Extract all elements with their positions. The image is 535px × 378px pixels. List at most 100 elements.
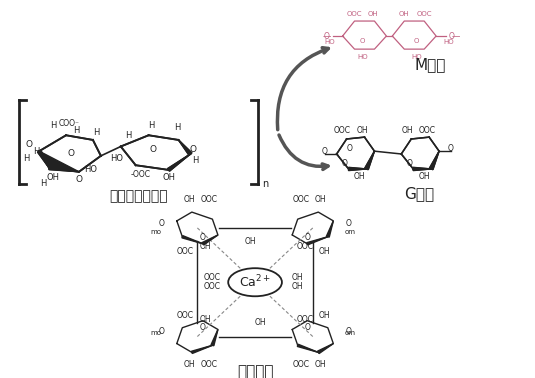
Text: H: H xyxy=(93,128,99,137)
Text: H: H xyxy=(174,123,181,132)
Text: G片段: G片段 xyxy=(404,186,434,201)
Text: —: — xyxy=(452,33,460,42)
Text: om: om xyxy=(345,330,356,336)
Text: OH: OH xyxy=(354,172,365,181)
Text: HO: HO xyxy=(324,39,335,45)
Text: O: O xyxy=(75,175,82,184)
Text: O: O xyxy=(406,159,412,168)
Text: O: O xyxy=(342,159,348,168)
Text: O: O xyxy=(305,233,311,242)
Text: OOC: OOC xyxy=(296,242,314,251)
Text: OH: OH xyxy=(315,360,326,369)
Polygon shape xyxy=(39,151,79,172)
Text: HO: HO xyxy=(110,154,123,163)
Text: COO⁻: COO⁻ xyxy=(58,119,80,128)
Text: OH: OH xyxy=(319,311,331,321)
Text: OH: OH xyxy=(184,360,195,369)
Text: OH: OH xyxy=(200,315,211,324)
Text: OOC: OOC xyxy=(334,126,351,135)
Text: O: O xyxy=(67,149,74,158)
Text: mo: mo xyxy=(150,330,161,336)
Text: H: H xyxy=(126,131,132,140)
Text: O: O xyxy=(190,145,197,154)
Polygon shape xyxy=(297,344,318,352)
Text: OH: OH xyxy=(292,282,304,291)
Polygon shape xyxy=(349,167,366,170)
Text: OOC: OOC xyxy=(201,360,218,369)
Text: HO: HO xyxy=(357,54,368,60)
Polygon shape xyxy=(317,344,333,353)
Text: O: O xyxy=(305,323,311,332)
Text: OOC: OOC xyxy=(177,311,194,321)
Text: O: O xyxy=(149,145,156,154)
Text: O: O xyxy=(26,140,33,149)
Text: O: O xyxy=(414,38,419,44)
Text: O: O xyxy=(158,219,164,228)
Text: OH: OH xyxy=(162,173,175,182)
Text: -OOC: -OOC xyxy=(131,170,151,179)
Polygon shape xyxy=(430,151,439,170)
Polygon shape xyxy=(413,167,431,170)
Text: 海藻酸钠分子式: 海藻酸钠分子式 xyxy=(109,189,168,203)
Text: OOC: OOC xyxy=(416,11,432,17)
Text: OH: OH xyxy=(184,195,195,204)
Text: O: O xyxy=(200,323,205,332)
Text: 蛋盒模型: 蛋盒模型 xyxy=(237,365,273,378)
Text: HO: HO xyxy=(444,39,454,45)
Text: Ca$^{2+}$: Ca$^{2+}$ xyxy=(239,274,271,291)
Text: OOC: OOC xyxy=(296,315,314,324)
Text: H: H xyxy=(73,126,79,135)
Polygon shape xyxy=(349,167,366,170)
Text: O: O xyxy=(346,327,351,336)
Text: OH: OH xyxy=(357,126,368,135)
Polygon shape xyxy=(179,140,192,155)
Text: OOC: OOC xyxy=(204,273,221,282)
Text: O: O xyxy=(448,144,454,153)
Text: OH: OH xyxy=(367,11,378,17)
Polygon shape xyxy=(192,345,212,353)
Text: mo: mo xyxy=(150,229,161,235)
Text: M片段: M片段 xyxy=(414,57,446,73)
Text: OH: OH xyxy=(399,11,410,17)
Polygon shape xyxy=(167,154,190,171)
Text: H: H xyxy=(23,154,29,163)
Text: HO: HO xyxy=(411,54,422,60)
Text: OH: OH xyxy=(254,318,266,327)
Text: H: H xyxy=(192,156,198,165)
Text: O: O xyxy=(347,144,353,153)
Text: H: H xyxy=(33,147,40,156)
Polygon shape xyxy=(365,151,374,170)
Text: H: H xyxy=(50,121,56,130)
Polygon shape xyxy=(49,166,79,172)
Polygon shape xyxy=(413,167,431,170)
Text: OH: OH xyxy=(319,247,331,256)
Text: OH: OH xyxy=(418,172,430,181)
Polygon shape xyxy=(307,237,328,245)
Polygon shape xyxy=(49,167,79,172)
Text: OOC: OOC xyxy=(204,282,221,291)
Text: O: O xyxy=(449,33,455,42)
Text: OOC: OOC xyxy=(347,11,362,17)
Text: HO: HO xyxy=(85,166,97,174)
Text: OH: OH xyxy=(47,173,59,182)
Text: OH: OH xyxy=(401,126,413,135)
Text: OOC: OOC xyxy=(419,126,435,135)
Text: —: — xyxy=(323,33,331,42)
Text: H: H xyxy=(148,121,155,130)
Polygon shape xyxy=(167,154,190,171)
Text: OOC: OOC xyxy=(292,195,309,204)
Polygon shape xyxy=(182,235,203,244)
Polygon shape xyxy=(211,330,218,346)
Polygon shape xyxy=(429,151,439,170)
Polygon shape xyxy=(202,235,218,245)
Text: OH: OH xyxy=(315,195,326,204)
Text: O: O xyxy=(324,33,330,42)
Text: O: O xyxy=(322,147,327,156)
Ellipse shape xyxy=(228,268,282,296)
Polygon shape xyxy=(37,150,49,168)
Polygon shape xyxy=(179,140,192,155)
Polygon shape xyxy=(326,221,333,237)
Text: O: O xyxy=(158,327,164,336)
Text: OH: OH xyxy=(244,237,256,246)
Text: OOC: OOC xyxy=(201,195,218,204)
